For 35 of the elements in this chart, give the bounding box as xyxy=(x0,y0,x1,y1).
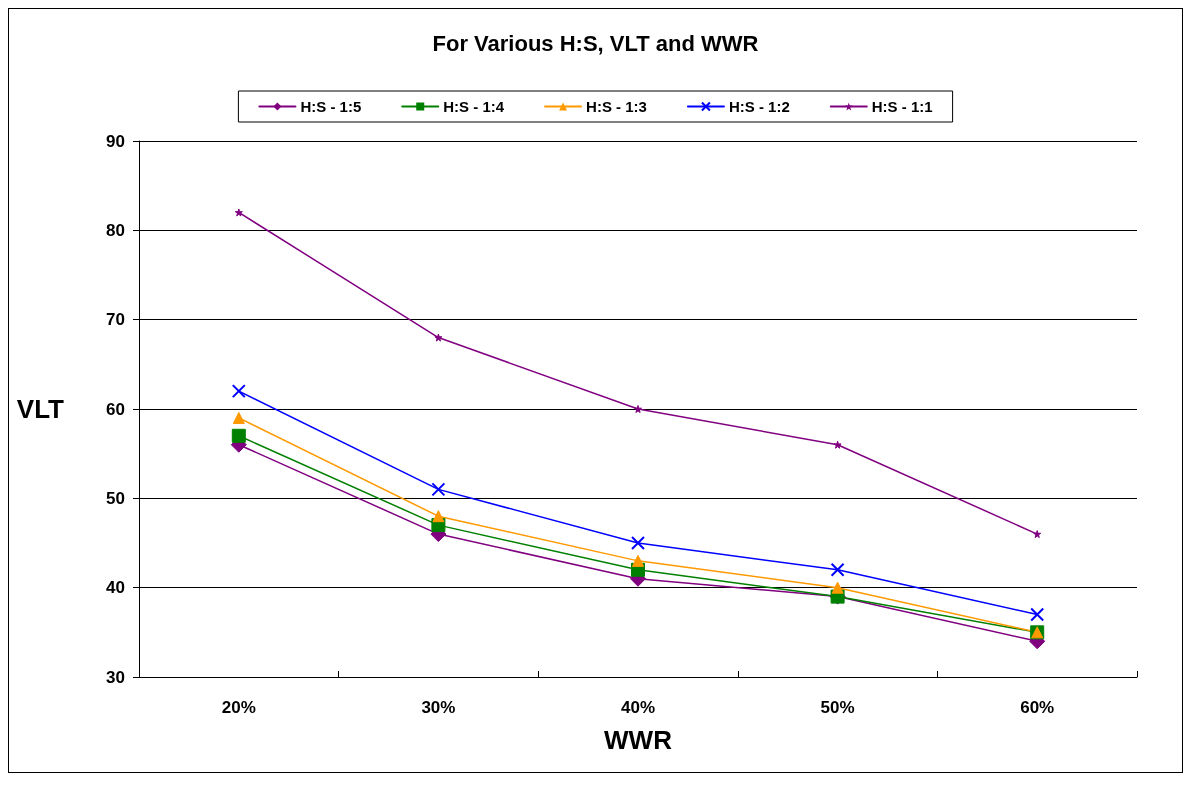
point xyxy=(231,428,246,443)
point xyxy=(833,440,842,449)
y-tick-label: 50 xyxy=(106,488,125,508)
x-tick-label: 50% xyxy=(820,698,855,717)
point xyxy=(234,208,243,217)
x-tick-label: 20% xyxy=(221,698,256,717)
y-tick-label: 30 xyxy=(106,667,125,687)
point xyxy=(634,405,642,413)
chart-title: For Various H:S, VLT and WWR xyxy=(432,30,759,56)
x-tick-label: 40% xyxy=(620,698,656,717)
y-tick-label: 90 xyxy=(106,131,125,151)
legend-label: H:S - 1:3 xyxy=(586,98,647,115)
legend-label: H:S - 1:2 xyxy=(728,98,790,115)
point xyxy=(631,536,645,550)
x-tick-label: 30% xyxy=(421,698,456,717)
point xyxy=(434,333,443,342)
y-tick-label: 70 xyxy=(106,310,125,330)
y-axis-title: VLT xyxy=(16,394,65,424)
y-tick-label: 60 xyxy=(106,399,125,419)
legend-label: H:S - 1:4 xyxy=(443,98,505,115)
point xyxy=(431,482,446,497)
point xyxy=(831,581,844,594)
point xyxy=(1030,607,1045,622)
y-tick-label: 80 xyxy=(106,220,125,240)
legend-label: H:S - 1:5 xyxy=(300,98,362,115)
point xyxy=(232,411,245,424)
point xyxy=(231,384,246,399)
point xyxy=(1033,530,1042,539)
y-tick-label: 40 xyxy=(106,578,125,598)
point xyxy=(432,510,445,523)
x-tick-label: 60% xyxy=(1020,698,1055,717)
point xyxy=(830,562,845,577)
x-axis-title: WWR xyxy=(604,725,673,755)
point xyxy=(632,554,644,567)
legend-label: H:S - 1:1 xyxy=(871,98,933,115)
